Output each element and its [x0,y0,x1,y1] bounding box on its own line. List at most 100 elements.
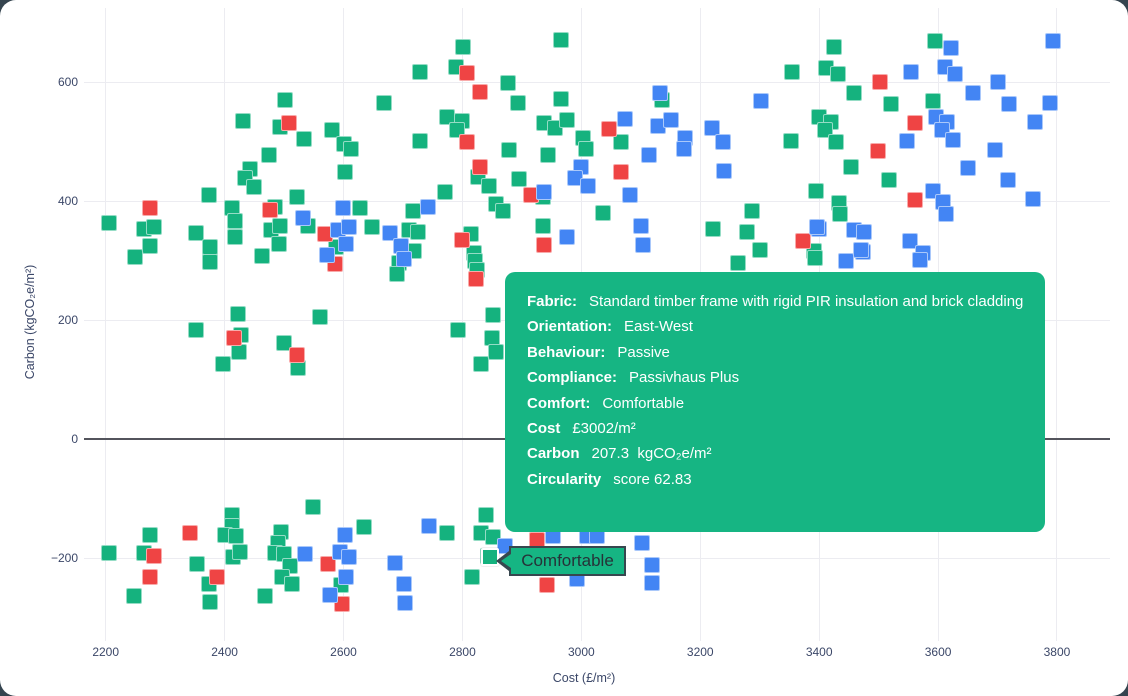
scatter-point-green[interactable] [188,555,205,572]
scatter-point-green[interactable] [410,224,427,241]
scatter-point-green[interactable] [412,64,429,81]
scatter-point-green[interactable] [201,187,218,204]
scatter-point-green[interactable] [271,217,288,234]
scatter-point-red[interactable] [142,569,159,586]
scatter-point-blue[interactable] [340,218,357,235]
scatter-point-blue[interactable] [999,172,1016,189]
scatter-point-green[interactable] [405,203,422,220]
scatter-point-green[interactable] [215,355,232,372]
scatter-point-green[interactable] [289,188,306,205]
scatter-point-blue[interactable] [536,183,553,200]
scatter-point-green[interactable] [355,519,372,536]
scatter-point-red[interactable] [141,200,158,217]
scatter-point-blue[interactable] [715,133,732,150]
scatter-point-green[interactable] [145,218,162,235]
scatter-point-red[interactable] [182,525,199,542]
scatter-point-green[interactable] [473,355,490,372]
scatter-point-green[interactable] [704,220,721,237]
scatter-point-blue[interactable] [336,527,353,544]
scatter-point-green[interactable] [284,576,301,593]
scatter-point-green[interactable] [227,528,244,545]
scatter-point-blue[interactable] [386,555,403,572]
scatter-point-blue[interactable] [633,535,650,552]
scatter-point-green[interactable] [305,498,322,515]
scatter-point-green[interactable] [828,134,845,151]
scatter-point-blue[interactable] [898,133,915,150]
scatter-point-red[interactable] [535,237,552,254]
scatter-point-red[interactable] [468,271,485,288]
scatter-point-blue[interactable] [852,242,869,259]
scatter-point-blue[interactable] [662,112,679,129]
scatter-point-blue[interactable] [580,177,597,194]
scatter-point-blue[interactable] [397,594,414,611]
scatter-point-green[interactable] [202,594,219,611]
scatter-point-blue[interactable] [855,224,872,241]
scatter-point-green[interactable] [807,183,824,200]
scatter-point-blue[interactable] [989,74,1006,91]
scatter-point-red[interactable] [262,201,279,218]
scatter-point-blue[interactable] [808,218,825,235]
scatter-point-green[interactable] [831,206,848,223]
scatter-point-green[interactable] [500,74,517,91]
scatter-point-green[interactable] [577,140,594,157]
scatter-point-blue[interactable] [837,253,854,270]
scatter-point-blue[interactable] [321,587,338,604]
scatter-point-red[interactable] [454,231,471,248]
scatter-point-blue[interactable] [651,85,668,101]
scatter-point-green[interactable] [481,177,498,194]
scatter-point-green[interactable] [612,133,629,150]
scatter-point-blue[interactable] [296,546,313,563]
scatter-point-blue[interactable] [633,217,650,234]
scatter-point-red[interactable] [225,330,242,347]
scatter-point-green[interactable] [260,147,277,164]
scatter-point-green[interactable] [389,266,406,283]
scatter-point-red[interactable] [870,142,887,159]
scatter-point-green[interactable] [487,344,504,361]
scatter-point-blue[interactable] [987,141,1004,158]
scatter-point-green[interactable] [535,217,552,234]
scatter-point-blue[interactable] [419,199,436,216]
scatter-point-red[interactable] [613,163,630,180]
scatter-point-green[interactable] [495,203,512,220]
scatter-point-green[interactable] [101,544,118,561]
scatter-point-green[interactable] [364,218,381,235]
scatter-point-green[interactable] [254,248,271,265]
scatter-point-blue[interactable] [912,252,929,269]
scatter-point-red[interactable] [472,159,489,176]
scatter-point-green[interactable] [337,163,354,180]
scatter-point-green[interactable] [927,32,944,49]
scatter-point-green[interactable] [594,205,611,222]
scatter-point-green[interactable] [230,344,247,361]
scatter-point-red[interactable] [145,547,162,564]
scatter-point-green[interactable] [843,159,860,176]
scatter-point-blue[interactable] [947,65,964,82]
scatter-point-blue[interactable] [559,229,576,245]
scatter-point-green[interactable] [553,32,570,49]
scatter-point-green[interactable] [142,237,159,254]
scatter-point-green[interactable] [375,94,392,111]
scatter-point-green[interactable] [510,171,527,188]
scatter-point-blue[interactable] [902,64,919,81]
scatter-point-green[interactable] [845,85,862,101]
scatter-point-blue[interactable] [382,225,399,242]
scatter-point-blue[interactable] [901,232,918,249]
scatter-point-blue[interactable] [965,85,982,101]
scatter-point-green[interactable] [202,253,219,270]
scatter-point-blue[interactable] [341,548,358,565]
scatter-point-red[interactable] [458,65,475,82]
scatter-point-blue[interactable] [644,575,661,592]
scatter-point-blue[interactable] [617,111,634,128]
scatter-point-blue[interactable] [1000,95,1017,112]
scatter-point-blue[interactable] [1026,114,1043,131]
scatter-point-green[interactable] [235,112,252,129]
scatter-point-blue[interactable] [703,120,720,137]
scatter-point-red[interactable] [794,232,811,249]
scatter-point-green[interactable] [552,90,569,107]
scatter-point-blue[interactable] [567,169,584,186]
scatter-point-red[interactable] [906,114,923,131]
scatter-point-green[interactable] [477,506,494,523]
scatter-point-green[interactable] [296,131,313,148]
scatter-point-green[interactable] [730,254,747,271]
scatter-point-red[interactable] [906,191,923,208]
scatter-point-blue[interactable] [338,569,355,586]
